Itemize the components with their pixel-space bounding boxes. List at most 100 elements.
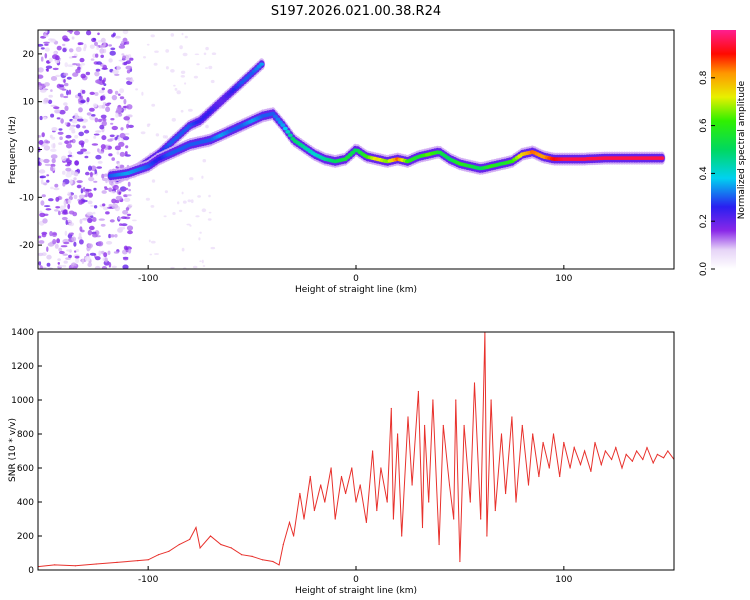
snr-point bbox=[532, 433, 534, 435]
noise-blob bbox=[98, 250, 102, 256]
noise-blob bbox=[42, 218, 48, 224]
noise-blob bbox=[49, 231, 53, 237]
noise-blob bbox=[90, 165, 97, 172]
noise-blob bbox=[182, 200, 187, 204]
noise-blob bbox=[69, 179, 73, 185]
noise-blob bbox=[66, 161, 72, 166]
noise-blob bbox=[92, 211, 96, 215]
snr-point bbox=[147, 559, 149, 561]
noise-blob bbox=[57, 262, 60, 265]
noise-blob bbox=[94, 117, 99, 123]
noise-blob bbox=[104, 187, 109, 190]
colorbar-ticks: 0.0 0.2 0.4 0.6 0.8 bbox=[699, 70, 715, 276]
noise-blob bbox=[92, 233, 98, 238]
noise-blob bbox=[39, 158, 44, 162]
noise-blob bbox=[48, 38, 54, 41]
noise-blob bbox=[88, 165, 92, 171]
noise-blob bbox=[146, 43, 150, 46]
noise-blob bbox=[111, 203, 119, 209]
noise-blob bbox=[84, 256, 91, 262]
noise-blob bbox=[50, 89, 53, 92]
main-ridge-point bbox=[280, 123, 286, 127]
noise-blob bbox=[68, 48, 74, 53]
main-ridge-point bbox=[659, 156, 665, 161]
noise-blob bbox=[207, 218, 212, 221]
noise-blob bbox=[58, 210, 61, 216]
noise-blob bbox=[52, 54, 59, 60]
snr-y-tick-label: 800 bbox=[17, 430, 34, 440]
main-ridge-point bbox=[275, 117, 281, 122]
noise-blob bbox=[86, 97, 90, 103]
noise-blob bbox=[208, 211, 212, 214]
noise-blob bbox=[151, 179, 156, 183]
noise-blob bbox=[95, 130, 102, 133]
noise-blob bbox=[105, 211, 110, 215]
noise-blob bbox=[54, 243, 59, 249]
snr-point bbox=[473, 382, 476, 384]
snr-point bbox=[168, 550, 170, 552]
spectrogram-content bbox=[38, 30, 666, 269]
noise-blob bbox=[105, 103, 110, 107]
noise-blob bbox=[211, 52, 217, 55]
noise-blob bbox=[78, 232, 82, 238]
snr-point bbox=[407, 416, 409, 418]
snr-point bbox=[137, 560, 139, 562]
noise-blob bbox=[124, 151, 128, 156]
noise-blob bbox=[96, 166, 102, 169]
noise-blob bbox=[44, 163, 52, 167]
noise-blob bbox=[89, 91, 95, 95]
snr-point bbox=[636, 450, 638, 452]
noise-blob bbox=[101, 104, 106, 109]
snr-point bbox=[157, 554, 160, 556]
noise-blob bbox=[53, 106, 60, 110]
noise-blob bbox=[73, 30, 81, 36]
noise-blob bbox=[42, 182, 48, 186]
noise-blob bbox=[97, 160, 103, 164]
snr-point bbox=[313, 509, 315, 512]
noise-blob bbox=[208, 65, 213, 70]
noise-blob bbox=[94, 92, 99, 96]
noise-blob bbox=[97, 118, 102, 123]
noise-blob bbox=[94, 71, 100, 77]
snr-y-tick-label: 400 bbox=[17, 498, 34, 508]
noise-blob bbox=[201, 259, 204, 264]
noise-blob bbox=[179, 45, 183, 50]
noise-blob bbox=[87, 243, 93, 249]
noise-blob bbox=[40, 179, 44, 185]
snr-point bbox=[500, 433, 503, 435]
noise-blob bbox=[180, 70, 186, 75]
noise-blob bbox=[112, 69, 119, 74]
noise-blob bbox=[76, 184, 82, 189]
noise-blob bbox=[80, 148, 87, 152]
noise-blob bbox=[71, 55, 77, 58]
noise-blob bbox=[64, 230, 68, 236]
noise-blob bbox=[54, 109, 61, 114]
snr-point bbox=[652, 462, 654, 464]
noise-blob bbox=[68, 222, 75, 227]
noise-blob bbox=[208, 194, 211, 198]
noise-blob bbox=[67, 199, 72, 204]
noise-blob bbox=[149, 253, 153, 256]
snr-point bbox=[372, 450, 374, 452]
noise-blob bbox=[87, 192, 93, 198]
noise-blob bbox=[74, 255, 80, 259]
noise-blob bbox=[174, 87, 178, 91]
noise-blob bbox=[80, 99, 86, 104]
noise-blob bbox=[135, 88, 139, 91]
noise-blob bbox=[74, 135, 79, 139]
noise-blob bbox=[123, 116, 130, 121]
noise-blob bbox=[101, 265, 108, 269]
noise-blob bbox=[67, 30, 74, 33]
snr-point bbox=[438, 543, 440, 546]
snr-point bbox=[411, 484, 413, 486]
snr-x-tick-label: 100 bbox=[555, 575, 572, 585]
noise-blob bbox=[92, 38, 96, 41]
noise-blob bbox=[50, 163, 56, 168]
noise-blob bbox=[63, 241, 70, 245]
snr-point bbox=[386, 501, 388, 503]
noise-blob bbox=[108, 153, 113, 157]
noise-blob bbox=[145, 197, 150, 201]
noise-blob bbox=[116, 107, 123, 112]
